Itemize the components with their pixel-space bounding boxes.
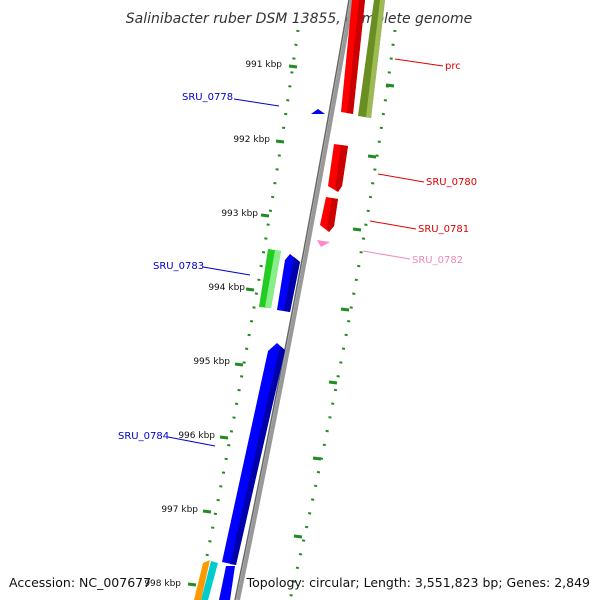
tick-labels: 991 kbp 992 kbp 993 kbp 994 kbp 995 kbp …: [144, 60, 282, 589]
right-guide-ring: [288, 29, 397, 600]
leader-sru-0780: [377, 173, 425, 183]
leader-sru-0784: [167, 436, 216, 447]
leader-sru-0778: [233, 98, 280, 107]
gene-sru-0783-shade: [284, 257, 300, 312]
label-sru-0781[interactable]: SRU_0781: [418, 224, 469, 235]
leader-sru-0783: [202, 266, 251, 276]
tick-label: 993 kbp: [221, 209, 258, 219]
tick-label: 994 kbp: [208, 283, 245, 293]
guide-dots: [196, 29, 397, 600]
gene-sru-0782[interactable]: [317, 240, 330, 247]
label-sru-0782[interactable]: SRU_0782: [412, 255, 463, 266]
right-tick: [367, 154, 377, 159]
leader-sru-0781: [369, 220, 417, 230]
gene-sru-0778[interactable]: [311, 109, 325, 114]
gene-labels: prc SRU_0778 SRU_0780 SRU_0781 SRU_0782 …: [118, 58, 477, 447]
reverse-genes: [194, 109, 325, 600]
gene-sru-0784-shade: [230, 346, 285, 565]
tick-997: [202, 509, 212, 514]
backbone-outer: [236, 0, 354, 600]
backbone: [234, 0, 354, 600]
backbone-inner: [234, 0, 350, 600]
accession-text: Accession: NC_007677: [9, 575, 151, 590]
major-ticks: [187, 64, 298, 587]
label-sru-0784[interactable]: SRU_0784: [118, 431, 169, 442]
tick-998: [187, 582, 197, 587]
right-tick: [312, 456, 322, 461]
gene-sru-0783-green-shade: [265, 250, 281, 308]
left-guide-ring: [196, 29, 300, 600]
gene-bottom-blue[interactable]: [219, 566, 235, 600]
topology-text: Topology: circular; Length: 3,551,823 bp…: [246, 575, 590, 590]
right-tick: [340, 307, 350, 312]
tick-993: [260, 213, 270, 218]
tick-label: 992 kbp: [233, 135, 270, 145]
gene-olive-highlight: [366, 0, 385, 118]
gene-bottom-cyan[interactable]: [201, 561, 218, 600]
right-tick: [385, 83, 395, 88]
right-ticks: [293, 83, 395, 539]
label-sru-0780[interactable]: SRU_0780: [426, 177, 477, 188]
right-tick: [293, 534, 303, 539]
tick-996: [219, 435, 229, 440]
right-tick: [328, 380, 338, 385]
tick-991: [288, 64, 298, 69]
tick-label: 996 kbp: [178, 431, 215, 441]
gene-sru-0781-shade: [327, 198, 338, 232]
label-sru-0783[interactable]: SRU_0783: [153, 261, 204, 272]
tick-label: 991 kbp: [245, 60, 282, 70]
tick-995: [234, 362, 244, 367]
gene-sru-0780-shade: [335, 145, 348, 192]
label-sru-0778[interactable]: SRU_0778: [182, 92, 233, 103]
label-prc[interactable]: prc: [445, 61, 461, 72]
tick-label: 995 kbp: [193, 357, 230, 367]
map-title: Salinibacter ruber DSM 13855, complete g…: [126, 11, 472, 27]
gene-bottom-orange[interactable]: [194, 560, 210, 600]
gene-prc-shade: [347, 0, 365, 114]
right-tick: [352, 227, 362, 232]
forward-genes: [317, 0, 385, 247]
tick-label: 998 kbp: [144, 579, 181, 589]
leader-prc: [394, 58, 444, 67]
tick-992: [275, 139, 285, 144]
tick-label: 997 kbp: [161, 505, 198, 515]
leader-sru-0782: [362, 250, 411, 260]
tick-994: [245, 287, 255, 292]
